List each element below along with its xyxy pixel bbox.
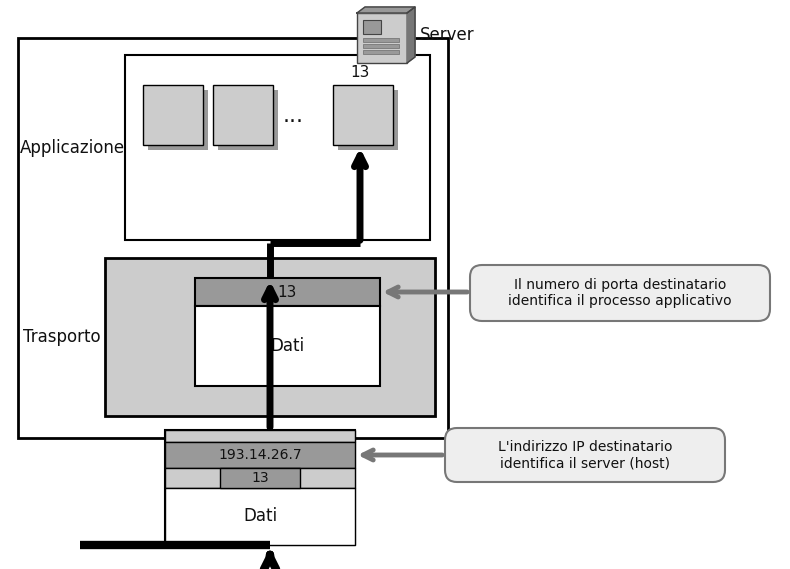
Text: 13: 13	[277, 284, 297, 299]
FancyBboxPatch shape	[445, 428, 725, 482]
Bar	[143, 85, 203, 145]
Bar	[165, 430, 355, 442]
Bar	[218, 90, 278, 150]
Bar	[357, 13, 407, 63]
FancyBboxPatch shape	[470, 265, 770, 321]
Text: Il numero di porta destinatario
identifica il processo applicativo: Il numero di porta destinatario identifi…	[508, 278, 732, 308]
Text: 13: 13	[251, 471, 269, 485]
Bar	[220, 468, 300, 488]
Bar	[363, 44, 399, 48]
Bar	[363, 38, 399, 42]
Text: Server: Server	[420, 26, 475, 44]
Polygon shape	[407, 7, 415, 63]
Bar	[213, 85, 273, 145]
Bar	[105, 258, 435, 416]
Bar	[338, 90, 398, 150]
Text: L'indirizzo IP destinatario
identifica il server (host): L'indirizzo IP destinatario identifica i…	[498, 440, 672, 470]
Bar	[165, 430, 355, 545]
Text: 193.14.26.7: 193.14.26.7	[218, 448, 302, 462]
Bar	[18, 38, 448, 438]
Bar	[195, 306, 380, 386]
Polygon shape	[357, 7, 415, 13]
Text: Dati: Dati	[270, 337, 304, 355]
Bar	[363, 50, 399, 54]
Bar	[165, 488, 355, 545]
Bar	[148, 90, 208, 150]
Bar	[363, 20, 381, 34]
Bar	[165, 468, 355, 488]
Text: Applicazione: Applicazione	[20, 139, 125, 157]
Text: Dati: Dati	[243, 507, 277, 525]
Text: 13: 13	[350, 64, 370, 80]
Bar	[125, 55, 430, 240]
Text: ...: ...	[283, 106, 303, 126]
Bar	[195, 278, 380, 306]
Bar	[165, 442, 355, 468]
Text: Trasporto: Trasporto	[23, 328, 101, 346]
Bar	[333, 85, 393, 145]
